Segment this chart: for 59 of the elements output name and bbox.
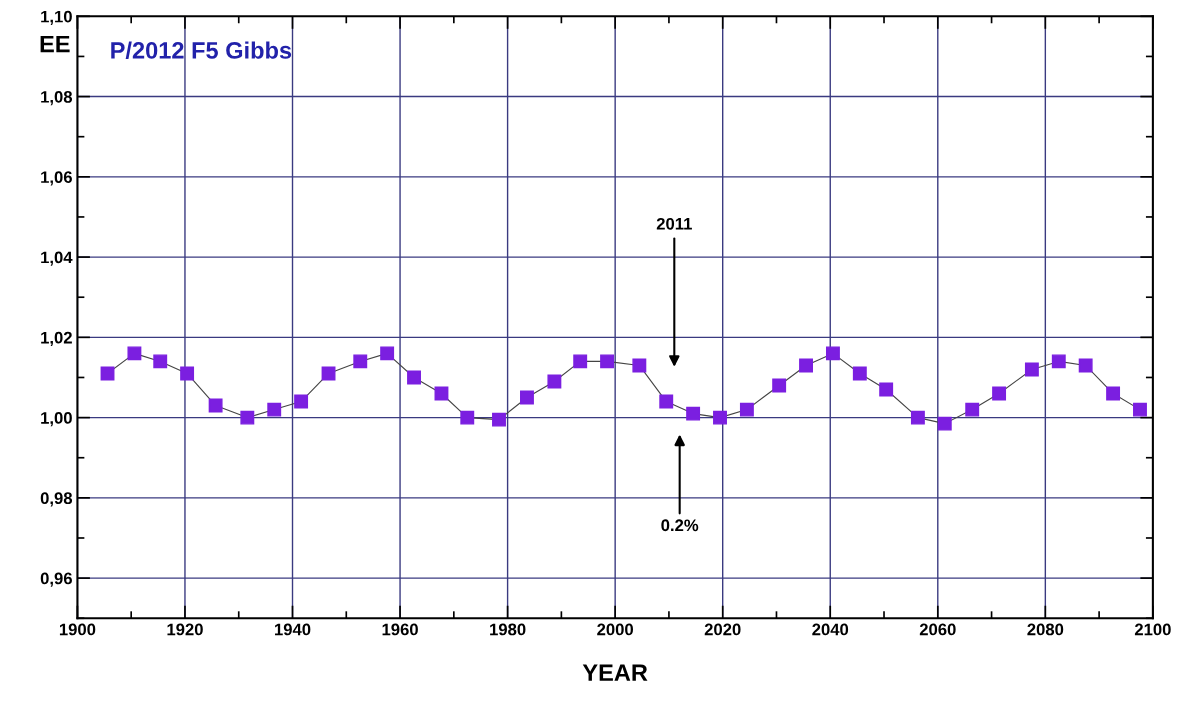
point [713,410,727,425]
point [267,402,282,417]
point [937,416,952,431]
point [799,358,813,373]
x-tick-label: 2080 [1027,623,1064,636]
y-tick-label: 1,10 [41,10,72,25]
y-axis-title: EE [40,35,70,53]
point [1078,358,1093,373]
point [772,378,787,393]
x-tick-label: 1900 [59,623,96,636]
point [1133,402,1147,417]
point [547,374,562,389]
point [632,358,647,373]
point [600,354,615,369]
point [1106,386,1121,401]
point [739,402,754,417]
y-tick-label: 0,96 [40,572,72,587]
x-tick-label: 1960 [382,623,418,636]
point [492,412,506,427]
x-tick-label: 2100 [1134,623,1171,636]
point [127,346,142,361]
point [852,366,867,381]
point [353,354,368,369]
text: P/2012 F5 Gibbs [111,41,292,59]
point [180,366,195,381]
y-tick-label: 1,00 [41,412,72,427]
point [965,402,980,417]
x-tick-label: 1980 [490,623,526,636]
x-tick-label: 1920 [167,623,203,636]
point [520,390,534,405]
point [380,346,395,361]
y-tick-label: 1,04 [41,251,73,266]
point [910,410,925,425]
y-tick-label: 0,98 [40,492,73,507]
point [240,410,255,425]
point [407,370,421,385]
x-tick-label: 1940 [275,623,311,636]
point [208,398,223,413]
point [573,354,588,369]
y-tick-label: 1,06 [41,171,72,186]
point [460,410,475,425]
x-tick-label: 2000 [597,623,634,636]
point [825,346,840,361]
annotation: 0.2% [661,519,699,532]
point [153,354,168,369]
point [294,394,309,409]
point [659,394,674,409]
point [1051,354,1066,369]
x-tick-label: 2020 [704,623,741,636]
point [686,406,701,421]
x-tick-label: 2040 [812,623,849,636]
y-tick-label: 1,02 [41,331,72,346]
y-tick-label: 1,08 [41,90,73,106]
x-tick-label: 2060 [919,623,956,636]
annotation: 2011 [656,217,692,230]
x-axis-title: YEAR [582,664,648,681]
point [992,386,1007,401]
point [879,382,894,397]
point [1024,362,1039,377]
